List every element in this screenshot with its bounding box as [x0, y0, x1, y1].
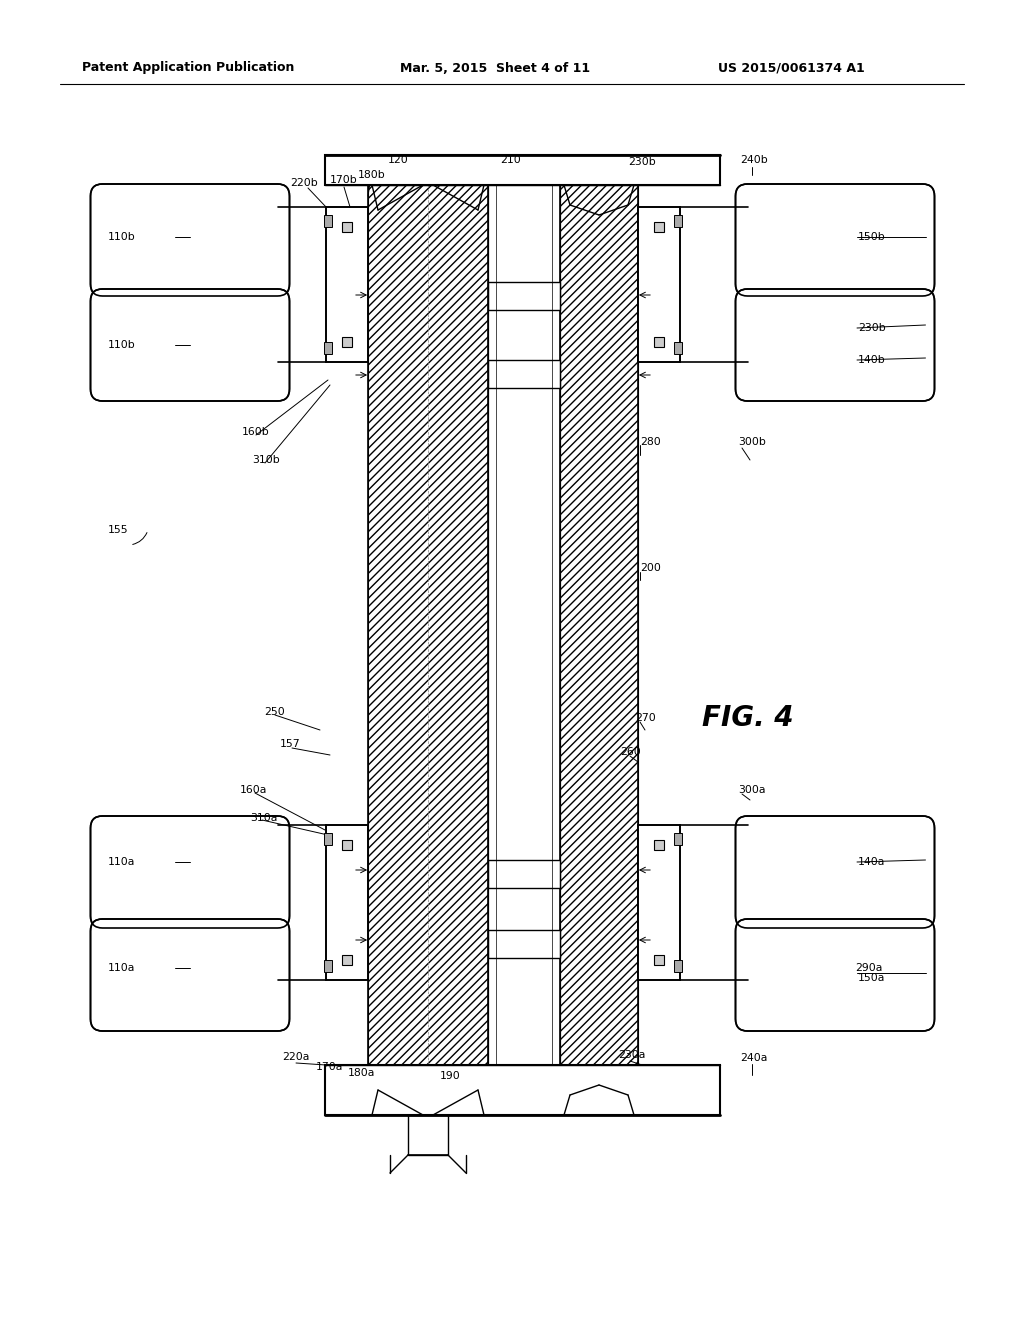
Bar	[654, 954, 664, 965]
FancyBboxPatch shape	[99, 298, 281, 392]
Bar	[488, 282, 560, 310]
Bar	[640, 209, 678, 360]
FancyBboxPatch shape	[90, 289, 290, 401]
Text: 220a: 220a	[282, 1052, 309, 1063]
Text: 150a: 150a	[858, 973, 886, 983]
Bar	[368, 185, 488, 1085]
Text: 260: 260	[620, 747, 641, 756]
Bar	[324, 833, 332, 845]
Bar	[638, 207, 680, 362]
Text: 170b: 170b	[330, 176, 357, 185]
Text: 190: 190	[440, 1071, 461, 1081]
Text: 157: 157	[280, 739, 301, 748]
Bar	[342, 337, 352, 347]
Text: 300b: 300b	[738, 437, 766, 447]
Text: 160a: 160a	[240, 785, 267, 795]
Text: 110a: 110a	[108, 857, 135, 867]
Bar	[638, 207, 680, 362]
FancyBboxPatch shape	[744, 298, 926, 392]
Text: 300a: 300a	[738, 785, 766, 795]
Bar	[324, 342, 332, 354]
Text: 220b: 220b	[290, 178, 317, 187]
Text: 110a: 110a	[108, 964, 135, 973]
Text: 230b: 230b	[858, 323, 886, 333]
FancyBboxPatch shape	[90, 919, 290, 1031]
Text: 310b: 310b	[252, 455, 280, 465]
FancyBboxPatch shape	[99, 928, 281, 1022]
Text: 200: 200	[640, 564, 660, 573]
Text: 110b: 110b	[108, 232, 136, 242]
Bar	[328, 209, 366, 360]
Bar	[324, 960, 332, 972]
Bar	[488, 931, 560, 958]
Text: 140a: 140a	[858, 857, 886, 867]
FancyBboxPatch shape	[735, 816, 935, 928]
Text: 280: 280	[640, 437, 660, 447]
Text: 270: 270	[635, 713, 655, 723]
Text: 150b: 150b	[858, 232, 886, 242]
Bar	[325, 154, 720, 185]
Bar	[638, 825, 680, 979]
Text: US 2015/0061374 A1: US 2015/0061374 A1	[718, 62, 864, 74]
Text: 290a: 290a	[855, 964, 883, 973]
Bar	[654, 840, 664, 850]
Bar	[408, 1115, 449, 1155]
Text: 140b: 140b	[858, 355, 886, 366]
Text: FIG. 4: FIG. 4	[702, 704, 794, 733]
Bar	[638, 825, 680, 979]
Text: 250: 250	[264, 708, 285, 717]
Text: 170a: 170a	[316, 1063, 343, 1072]
Bar	[326, 207, 368, 362]
Text: 310a: 310a	[250, 813, 278, 822]
Text: 110b: 110b	[108, 341, 136, 350]
Bar	[326, 825, 368, 979]
FancyBboxPatch shape	[744, 928, 926, 1022]
Text: 240b: 240b	[740, 154, 768, 165]
Bar	[489, 282, 559, 309]
Bar	[326, 207, 368, 362]
Bar	[674, 215, 682, 227]
Bar	[560, 185, 638, 1085]
Bar	[324, 215, 332, 227]
Bar	[342, 954, 352, 965]
Bar	[674, 960, 682, 972]
Text: 180b: 180b	[358, 170, 386, 180]
Text: 240a: 240a	[740, 1053, 767, 1063]
Text: 155: 155	[108, 525, 129, 535]
Bar	[654, 337, 664, 347]
FancyBboxPatch shape	[90, 183, 290, 296]
Bar	[325, 1065, 720, 1115]
Text: Patent Application Publication: Patent Application Publication	[82, 62, 294, 74]
FancyBboxPatch shape	[744, 825, 926, 919]
FancyBboxPatch shape	[735, 919, 935, 1031]
Text: Mar. 5, 2015  Sheet 4 of 11: Mar. 5, 2015 Sheet 4 of 11	[400, 62, 590, 74]
FancyBboxPatch shape	[99, 193, 281, 286]
Bar	[326, 825, 368, 979]
Text: 180a: 180a	[348, 1068, 376, 1078]
FancyBboxPatch shape	[735, 183, 935, 296]
Text: 230b: 230b	[628, 157, 655, 168]
Text: 120: 120	[388, 154, 409, 165]
Bar	[654, 222, 664, 232]
FancyBboxPatch shape	[735, 289, 935, 401]
Bar	[368, 185, 488, 1085]
Bar	[488, 360, 560, 388]
Text: 210: 210	[500, 154, 521, 165]
Bar	[488, 861, 560, 888]
Text: 230a: 230a	[618, 1049, 645, 1060]
Text: 160b: 160b	[242, 426, 269, 437]
FancyBboxPatch shape	[744, 193, 926, 286]
Bar	[328, 828, 366, 978]
Bar	[342, 840, 352, 850]
FancyBboxPatch shape	[99, 825, 281, 919]
Bar	[640, 828, 678, 978]
FancyBboxPatch shape	[90, 816, 290, 928]
Bar	[489, 931, 559, 957]
Bar	[489, 360, 559, 387]
Bar	[674, 342, 682, 354]
Bar	[342, 222, 352, 232]
Bar	[674, 833, 682, 845]
Bar	[489, 861, 559, 887]
Bar	[560, 185, 638, 1085]
